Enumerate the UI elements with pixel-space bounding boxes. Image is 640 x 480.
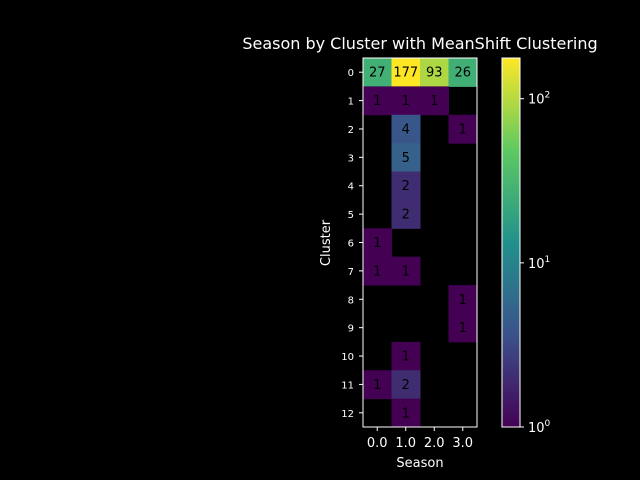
y-tick-label: 4 (348, 182, 354, 193)
heatmap-cell (391, 143, 421, 173)
y-tick-label: 1 (348, 97, 354, 108)
y-tick-label: 3 (348, 153, 354, 164)
heatmap-cell (391, 370, 421, 400)
heatmap-cell (363, 58, 392, 87)
cell-value-label: 1 (402, 350, 410, 365)
cell-value-label: 1 (430, 94, 438, 109)
colorbar (501, 57, 521, 428)
heatmap-cell (448, 114, 478, 144)
cell-value-label: 93 (426, 66, 443, 81)
heatmap-cell (391, 398, 421, 428)
x-tick-label: 1.0 (395, 436, 416, 451)
heatmap-cell (391, 114, 421, 144)
cell-value-label: 4 (402, 122, 410, 137)
y-tick-label: 5 (348, 210, 354, 221)
heatmap-cell (448, 313, 478, 343)
y-tick-label: 7 (348, 267, 354, 278)
cell-value-label: 1 (459, 321, 467, 336)
heatmap-cell (391, 58, 421, 87)
cell-value-label: 1 (373, 236, 381, 251)
x-axis-label: Season (396, 456, 443, 471)
cell-value-label: 1 (402, 94, 410, 109)
x-tick-label: 2.0 (424, 436, 445, 451)
cell-value-label: 1 (402, 406, 410, 421)
heatmap-cell (448, 285, 478, 314)
cell-value-label: 2 (402, 179, 410, 194)
heatmap-cell (363, 228, 392, 258)
heatmap-cell (391, 86, 421, 116)
heatmap-cell (363, 256, 392, 286)
heatmap-cell (391, 256, 421, 286)
colorbar-tick-label: 102 (528, 91, 550, 108)
heatmap-cell (448, 58, 478, 87)
cell-value-label: 1 (402, 264, 410, 279)
heatmap-cell (391, 341, 421, 371)
heatmap-cell (420, 58, 449, 87)
x-tick-label: 3.0 (452, 436, 473, 451)
cell-value-label: 1 (459, 122, 467, 137)
heatmap-cell (363, 370, 392, 400)
y-tick-label: 12 (341, 409, 354, 420)
heatmap-cell (391, 171, 421, 201)
y-tick-label: 11 (341, 380, 354, 391)
colorbar-ticks: 100 101 102 (520, 91, 551, 436)
cell-value-label: 1 (373, 264, 381, 279)
heatmap-cell (420, 86, 449, 116)
x-axis: 0.0 1.0 2.0 3.0 (367, 427, 473, 451)
cell-value-label: 5 (402, 151, 410, 166)
y-tick-label: 10 (341, 352, 354, 363)
colorbar-tick-label: 100 (528, 419, 551, 436)
y-tick-label: 0 (348, 68, 354, 79)
y-axis-label: Cluster (319, 219, 334, 266)
heatmap-cells: 27 177 93 26 1 1 1 4 1 5 2 2 1 1 1 1 1 1 1 2 1 (363, 58, 478, 428)
x-tick-label: 0.0 (367, 436, 388, 451)
cell-value-label: 2 (402, 208, 410, 223)
cell-value-label: 26 (454, 66, 471, 81)
cell-value-label: 1 (373, 94, 381, 109)
y-tick-label: 8 (348, 295, 354, 306)
y-tick-label: 9 (348, 324, 354, 335)
colorbar-tick-label: 101 (528, 255, 550, 272)
cell-value-label: 177 (393, 66, 418, 81)
cell-value-label: 1 (459, 293, 467, 308)
heatmap-cell (391, 199, 421, 229)
cell-value-label: 2 (402, 378, 410, 393)
chart-title: Season by Cluster with MeanShift Cluster… (242, 34, 597, 53)
cell-value-label: 27 (369, 66, 386, 81)
cell-value-label: 1 (373, 378, 381, 393)
y-tick-label: 2 (348, 125, 354, 136)
heatmap-cell (363, 86, 392, 116)
y-tick-label: 6 (348, 239, 354, 250)
